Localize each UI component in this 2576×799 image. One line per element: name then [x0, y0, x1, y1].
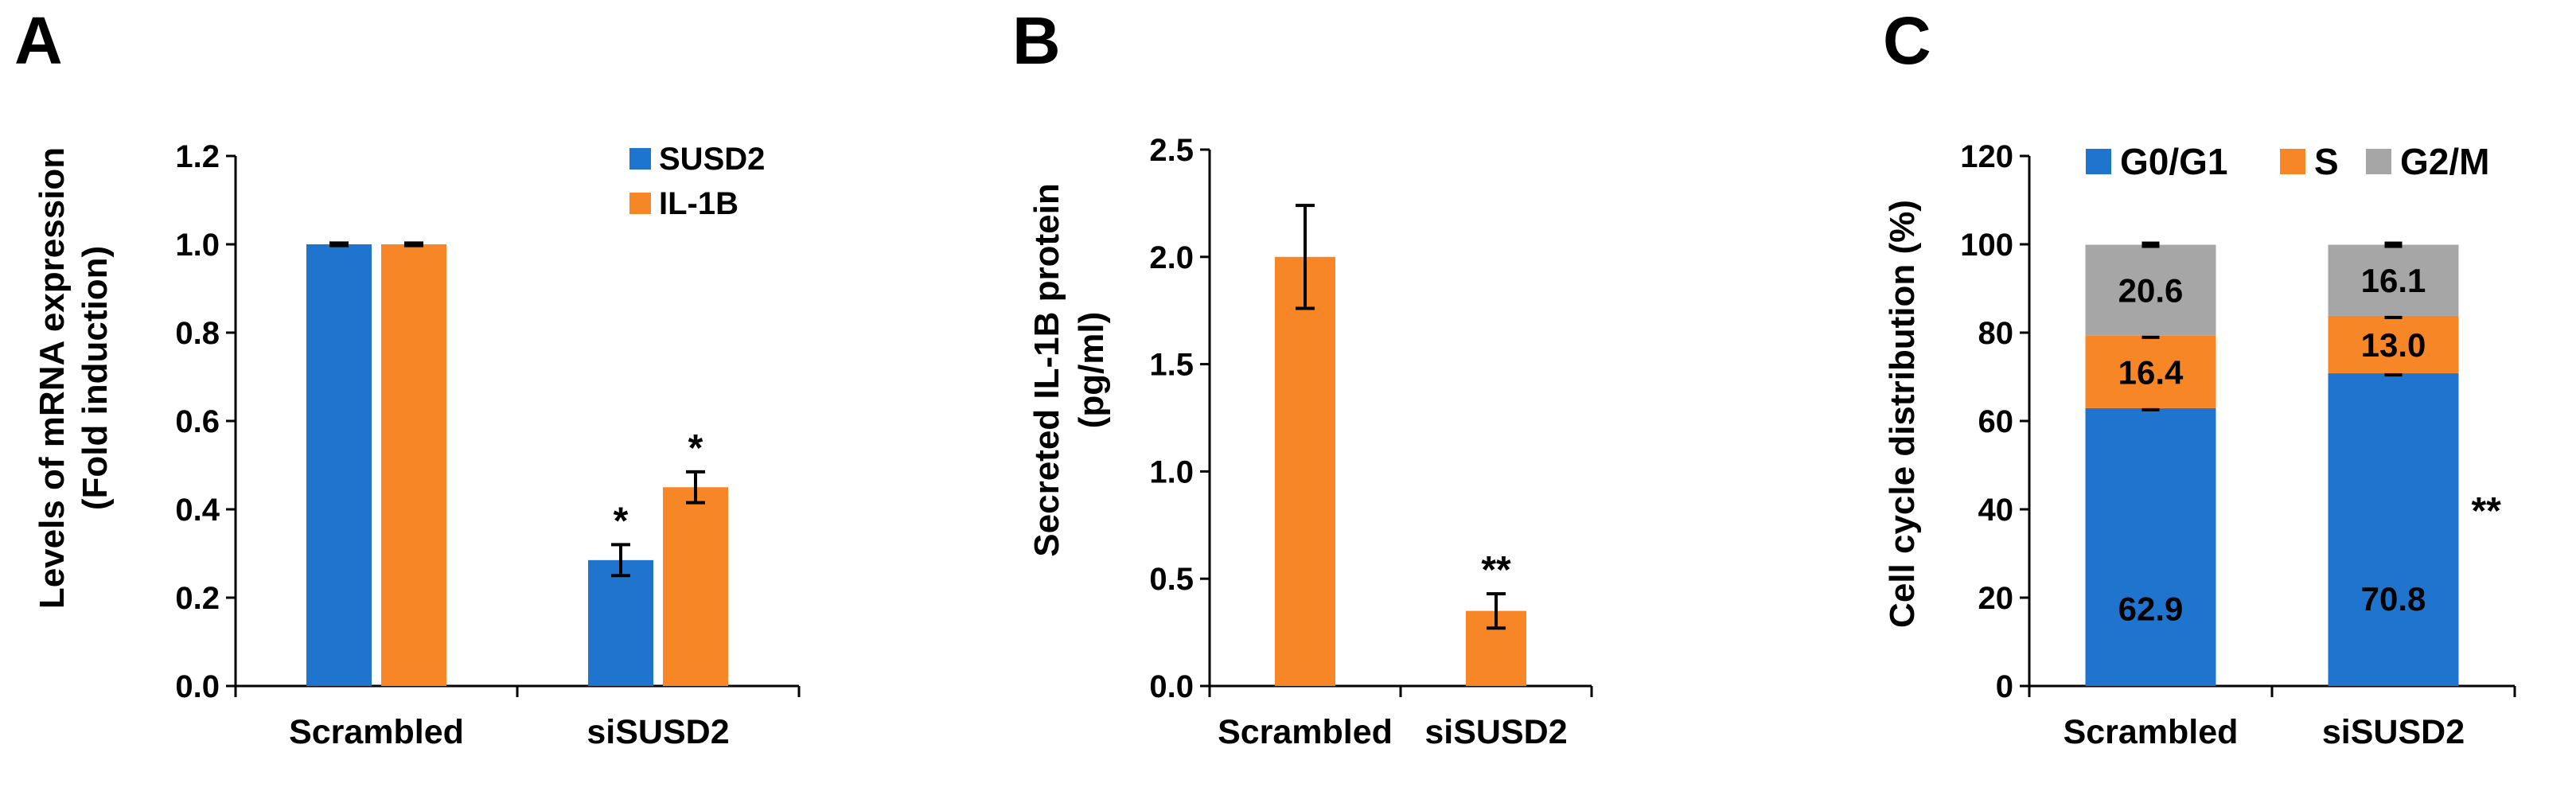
bar: [381, 244, 446, 686]
y-tick-label: 20: [1978, 581, 2014, 616]
legend-label-s: S: [2314, 141, 2339, 182]
significance-mark: **: [2472, 490, 2502, 532]
bar-segment: [2085, 335, 2216, 408]
panel-c-plot: 0 20 40 60 80 100 120 Scrambled siSUSD2 62.9 16.4 2…: [1960, 139, 2516, 751]
category-label: siSUSD2: [1424, 713, 1567, 751]
y-tick-label: 0: [1996, 669, 2013, 704]
category-label: Scrambled: [2064, 713, 2239, 751]
y-tick-label: 100: [1960, 228, 2013, 263]
segment-label: 70.8: [2361, 580, 2426, 618]
y-tick-label: 1.0: [175, 228, 220, 263]
legend-swatch-susd2: [629, 148, 651, 170]
bar: [588, 559, 653, 686]
panel-c-legend: G0/G1 S G2/M: [2086, 141, 2489, 182]
segment-label: 13.0: [2361, 326, 2426, 364]
significance-mark: *: [688, 427, 703, 470]
y-tick-label: 120: [1960, 139, 2013, 174]
error-bar-cap: [2141, 241, 2160, 248]
y-tick-label: 0.0: [1149, 669, 1194, 704]
panel-a-ylabel-line1: Levels of mRNA expression: [33, 147, 72, 609]
segment-label: 16.1: [2361, 262, 2426, 299]
bar-segment: [2328, 373, 2459, 686]
y-tick-label: 1.5: [1149, 348, 1194, 383]
category-label: siSUSD2: [2322, 713, 2465, 751]
panel-c-letter: C: [1883, 3, 1931, 78]
y-tick-label: 60: [1978, 404, 2014, 439]
legend-label-g0g1: G0/G1: [2120, 141, 2228, 182]
panel-a-ylabel-line2: (Fold induction): [76, 246, 115, 510]
legend-swatch-g2m: [2366, 149, 2391, 174]
legend-label-susd2: SUSD2: [659, 142, 765, 177]
segment-label: 62.9: [2118, 590, 2184, 627]
category-label: Scrambled: [289, 713, 464, 751]
segment-label: 20.6: [2118, 272, 2184, 310]
y-tick-label: 0.4: [175, 493, 220, 528]
panel-b-plot: 0.0 0.5 1.0 1.5 2.0 2.5 Scrambled siSUSD2 **: [1149, 133, 1593, 751]
y-tick-label: 1.0: [1149, 454, 1194, 489]
legend-swatch-il1b: [629, 193, 651, 214]
legend-label-il1b: IL-1B: [659, 186, 739, 221]
y-tick-label: 0.6: [175, 404, 220, 439]
y-tick-label: 0.5: [1149, 562, 1194, 597]
bar: [306, 244, 372, 686]
bar-segment: [2328, 315, 2459, 374]
panel-c: C Cell cycle distribution (%) 0 20 40 60 80 1…: [1883, 3, 2516, 751]
panel-b: B Secreted IL-1B protein (pg/ml) 0.0 0.5 1…: [1012, 3, 1593, 751]
category-label: Scrambled: [1218, 713, 1393, 751]
bar-segment: [2085, 244, 2216, 336]
legend-swatch-s: [2280, 149, 2305, 174]
panel-a-legend: SUSD2 IL-1B: [629, 142, 765, 221]
panel-c-ylabel: Cell cycle distribution (%): [1883, 200, 1922, 628]
panel-a-letter: A: [14, 3, 63, 78]
panel-b-ylabel-line1: Secreted IL-1B protein: [1027, 183, 1066, 556]
legend-swatch-g0g1: [2086, 149, 2111, 174]
category-label: siSUSD2: [587, 713, 729, 751]
significance-mark: **: [1481, 549, 1511, 591]
y-tick-label: 0.2: [175, 581, 220, 616]
significance-mark: *: [614, 500, 629, 542]
bar-segment: [2085, 407, 2216, 686]
panel-a-plot: 0.0 0.2 0.4 0.6 0.8 1.0 1.2 Scrambled siSUSD2 * *: [175, 139, 801, 751]
legend-label-g2m: G2/M: [2400, 141, 2489, 182]
panel-b-letter: B: [1012, 3, 1061, 78]
segment-label: 16.4: [2118, 353, 2184, 391]
bar-segment: [2328, 244, 2459, 316]
y-tick-label: 2.0: [1149, 240, 1194, 275]
bar: [1275, 256, 1335, 686]
y-tick-label: 1.2: [175, 139, 220, 174]
y-tick-label: 0.8: [175, 316, 220, 351]
y-tick-label: 80: [1978, 316, 2014, 351]
bar: [663, 487, 728, 686]
error-bar-cap: [2384, 241, 2403, 248]
y-tick-label: 0.0: [175, 669, 220, 704]
y-tick-label: 2.5: [1149, 133, 1194, 168]
y-tick-label: 40: [1978, 493, 2014, 528]
panel-b-ylabel-line2: (pg/ml): [1072, 312, 1111, 429]
panel-a: A Levels of mRNA expression (Fold induct…: [14, 3, 801, 751]
